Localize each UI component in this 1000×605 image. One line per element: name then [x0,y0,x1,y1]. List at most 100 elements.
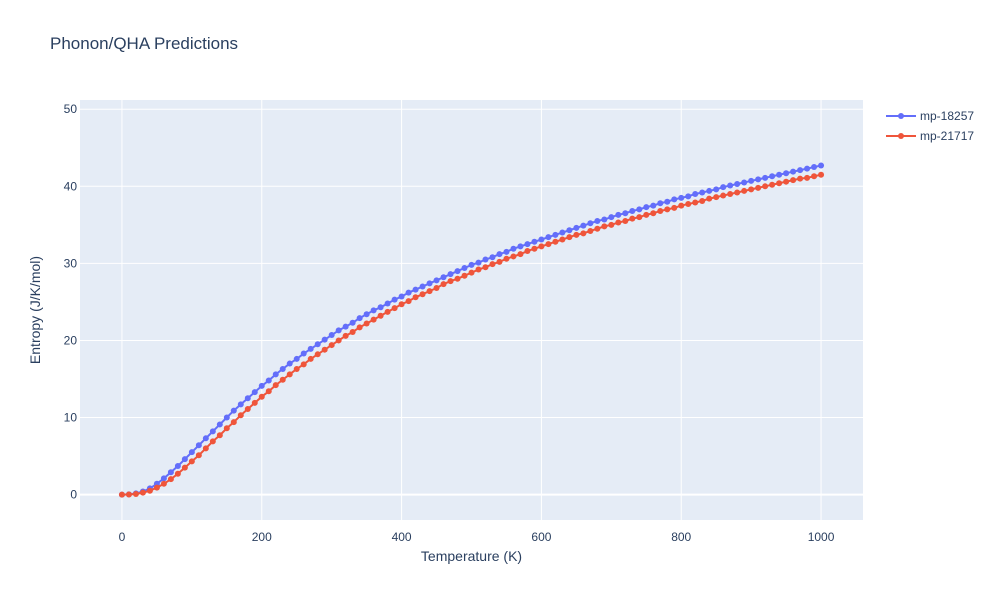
data-point [524,241,531,248]
data-point [804,165,811,172]
data-point [153,484,160,491]
data-point [468,261,475,268]
data-point [132,490,139,497]
data-point [216,421,223,428]
data-point [167,469,174,476]
data-point [692,191,699,198]
data-point [587,220,594,227]
data-point [440,281,447,288]
data-point [118,491,125,498]
data-point [482,256,489,263]
legend-item-mp-21717[interactable]: mp-21717 [884,126,974,146]
data-point [804,174,811,181]
data-point [139,489,146,496]
data-point [594,217,601,224]
data-point [167,476,174,483]
data-point [601,216,608,223]
data-point [692,199,699,206]
data-point [307,345,314,352]
data-point [391,305,398,312]
data-point [279,365,286,372]
x-tick-label: 800 [671,530,691,544]
data-point [524,248,531,255]
data-point [720,192,727,199]
data-point [237,412,244,419]
data-point [643,204,650,211]
data-point [391,296,398,303]
data-point [734,189,741,196]
data-point [363,320,370,327]
data-point [643,211,650,218]
data-point [636,206,643,213]
data-point [342,332,349,339]
data-point [335,337,342,344]
data-point [426,280,433,287]
data-point [517,251,524,258]
data-point [300,350,307,357]
data-point [398,301,405,308]
data-point [566,234,573,241]
data-point [328,342,335,349]
data-point [195,442,202,449]
data-point [244,395,251,402]
data-point [748,186,755,193]
data-point [349,319,356,326]
y-tick-label: 40 [64,179,78,193]
data-point [265,388,272,395]
data-point [335,327,342,334]
data-point [496,251,503,258]
data-point [328,332,335,339]
data-point [223,425,230,432]
data-point [769,173,776,180]
data-point [412,294,419,301]
data-point [447,271,454,278]
data-point [188,458,195,465]
data-point [342,323,349,330]
data-point [622,210,629,217]
data-point [678,194,685,201]
data-point [321,336,328,343]
data-point [384,308,391,315]
data-point [482,264,489,271]
data-point [629,207,636,214]
data-point [650,202,657,209]
data-point [510,245,517,252]
data-point [300,361,307,368]
data-point [776,180,783,187]
data-point [762,174,769,181]
data-point [209,438,216,445]
data-point [475,266,482,273]
data-point [636,214,643,221]
data-point [454,275,461,282]
data-point [587,228,594,235]
data-point [664,198,671,205]
data-point [720,184,727,191]
legend-label: mp-18257 [920,109,975,123]
data-point [461,272,468,279]
data-point [741,187,748,194]
data-point [405,289,412,296]
data-point [258,382,265,389]
data-point [202,435,209,442]
data-point [209,428,216,435]
data-point [237,401,244,408]
x-tick-label: 200 [252,530,272,544]
data-point [671,196,678,203]
data-point [160,475,167,482]
data-point [678,202,685,209]
data-point [174,463,181,470]
data-point [685,201,692,208]
data-point [629,215,636,222]
data-point [286,371,293,378]
data-point [223,414,230,421]
data-point [706,187,713,194]
data-point [265,377,272,384]
data-point [188,449,195,456]
legend-item-mp-18257[interactable]: mp-18257 [884,106,974,126]
data-point [657,207,664,214]
data-point [664,206,671,213]
data-point [489,254,496,261]
data-point [398,293,405,300]
